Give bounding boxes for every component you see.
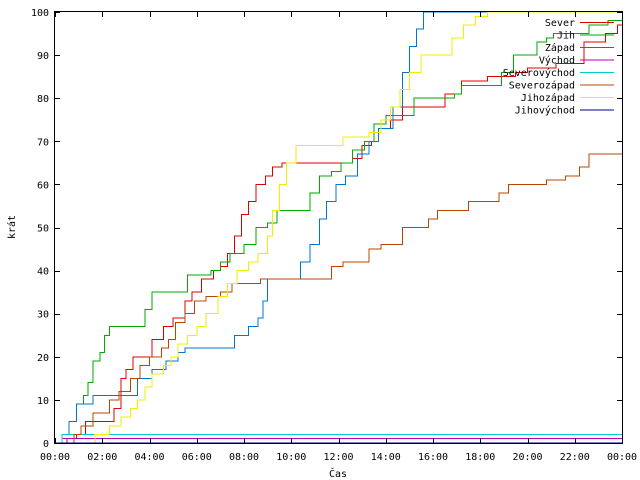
x-tick-label: 10:00 (276, 452, 306, 463)
ticks-layer: 00:00 02:00 04:00 06:00 08:00 10:00 12:00 14:00… (31, 8, 637, 463)
y-tick-label: 70 (37, 137, 49, 148)
legend-label: Západ (545, 42, 575, 54)
legend-label: Sever (545, 18, 575, 29)
legend-label: Jihovýchod (515, 105, 575, 117)
y-tick-label: 100 (31, 8, 49, 19)
x-tick-label: 00:00 (40, 452, 70, 463)
x-tick-label: 18:00 (465, 452, 495, 463)
y-tick-label: 40 (37, 267, 49, 278)
y-axis-title: krát (6, 215, 18, 239)
legend: Sever JihZápadVýchodSeverovýchodSeverozáp… (503, 18, 614, 117)
x-tick-label: 08:00 (229, 452, 259, 463)
y-tick-label: 50 (37, 224, 49, 235)
y-tick-label: 80 (37, 94, 49, 105)
y-tick-label: 90 (37, 51, 49, 62)
y-tick-label: 30 (37, 310, 49, 321)
y-tick-label: 20 (37, 353, 49, 364)
x-tick-label: 00:00 (607, 452, 637, 463)
legend-label: Severovýchod (503, 67, 575, 79)
series-line-2 (55, 20, 622, 444)
series-line-6 (55, 153, 622, 444)
x-tick-label: 02:00 (87, 452, 117, 463)
x-tick-label: 06:00 (182, 452, 212, 463)
x-tick-label: 14:00 (371, 452, 401, 463)
x-tick-label: 20:00 (512, 452, 542, 463)
x-tick-label: 16:00 (418, 452, 448, 463)
x-tick-label: 22:00 (560, 452, 590, 463)
legend-label: Severozápad (509, 80, 575, 92)
y-tick-label: 0 (43, 439, 49, 450)
y-tick-label: 60 (37, 180, 49, 191)
series-line-7 (55, 11, 622, 444)
y-tick-label: 10 (37, 396, 49, 407)
x-tick-label: 12:00 (323, 452, 353, 463)
legend-label: Východ (539, 55, 575, 67)
series-line-1 (55, 24, 622, 444)
plot-frame (54, 11, 623, 444)
x-tick-label: 04:00 (134, 452, 164, 463)
series-line-3 (55, 11, 622, 444)
x-axis-title: Čas (329, 467, 347, 480)
legend-label: Jih (557, 31, 575, 42)
legend-label: Jihozápad (521, 92, 575, 104)
